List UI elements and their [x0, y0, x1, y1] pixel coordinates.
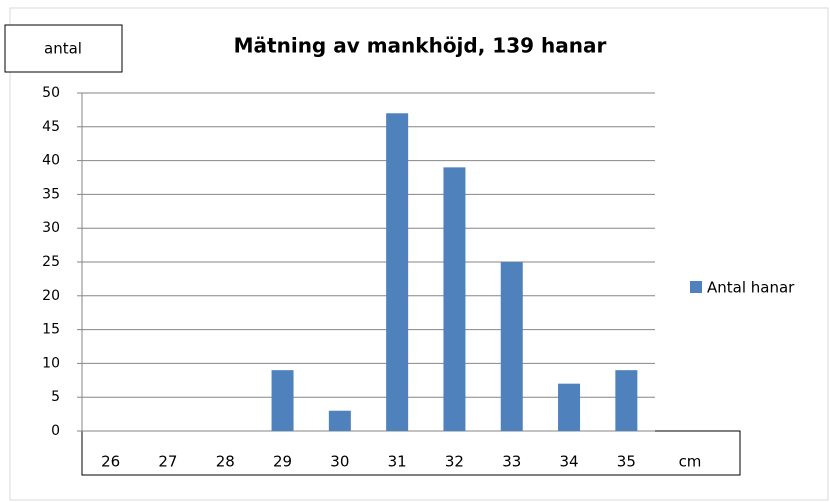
y-tick-label: 40 [42, 153, 60, 169]
x-tick-label: 27 [158, 453, 177, 471]
bar [386, 113, 409, 431]
x-tick-label: 29 [273, 453, 292, 471]
y-label-box [4, 24, 123, 73]
y-tick-label: 35 [42, 186, 60, 202]
x-tick-label: 28 [216, 453, 235, 471]
bar [271, 370, 294, 431]
y-tick-label: 10 [42, 355, 60, 371]
legend-label: Antal hanar [707, 279, 795, 297]
y-tick-label: 20 [42, 288, 60, 304]
x-axis-label: cm [679, 453, 702, 471]
chart-title: Mätning av mankhöjd, 139 hanar [234, 34, 607, 58]
x-tick-label: 35 [617, 453, 636, 471]
y-tick-label: 30 [42, 220, 60, 236]
bar [443, 167, 466, 432]
bar [328, 410, 351, 431]
chart-border [9, 7, 829, 501]
bar [615, 370, 638, 431]
x-tick-label: 30 [330, 453, 349, 471]
legend-swatch [690, 281, 702, 293]
y-tick-label: 15 [42, 322, 60, 338]
bar [558, 383, 581, 431]
y-tick-label: 5 [51, 389, 60, 405]
y-tick-label: 50 [42, 85, 60, 101]
y-tick-label: 0 [51, 423, 60, 439]
x-tick-label: 32 [445, 453, 464, 471]
y-tick-label: 25 [42, 254, 60, 270]
y-axis-label: antal [44, 40, 82, 58]
x-tick-label: 31 [388, 453, 407, 471]
y-tick-label: 45 [42, 119, 60, 135]
x-tick-label: 26 [101, 453, 120, 471]
category-box [81, 430, 741, 476]
x-tick-label: 33 [502, 453, 521, 471]
x-tick-label: 34 [560, 453, 579, 471]
bar [500, 262, 523, 431]
